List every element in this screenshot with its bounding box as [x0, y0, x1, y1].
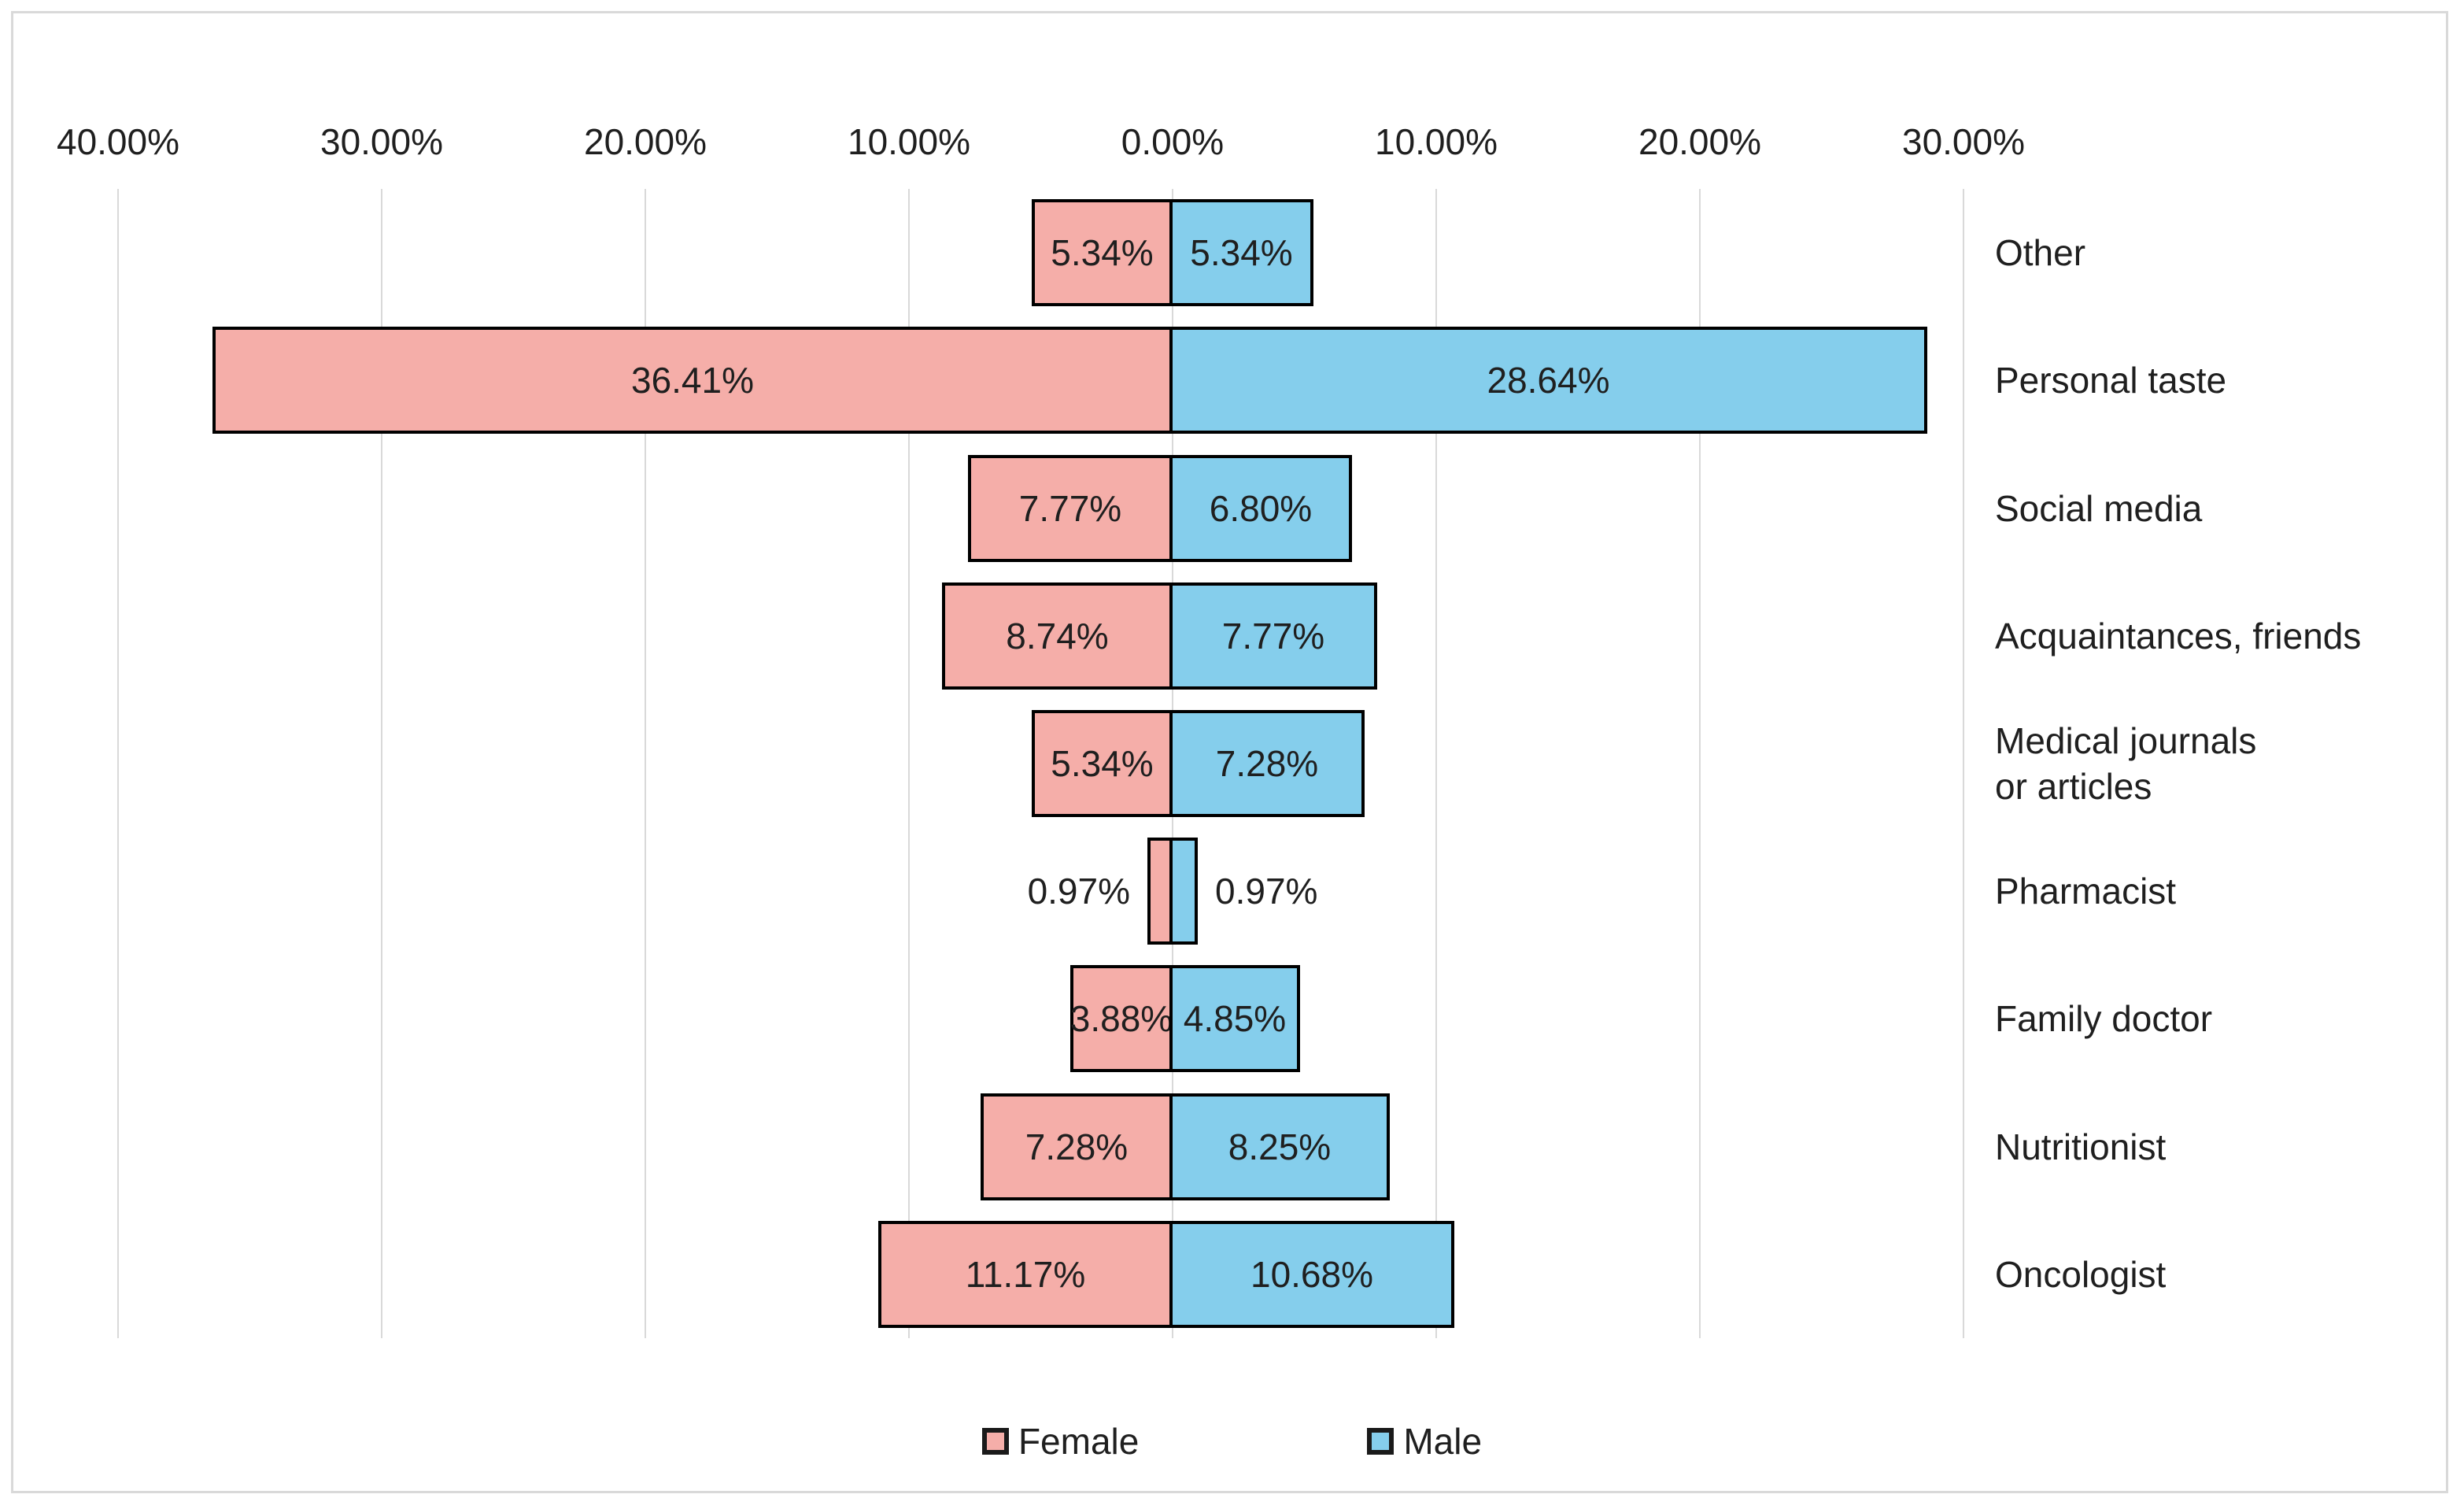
category-label: Family doctor — [1995, 996, 2451, 1041]
bar-male: 7.77% — [1169, 583, 1377, 690]
bar-label-male: 6.80% — [1209, 488, 1313, 529]
legend-label: Male — [1403, 1421, 1483, 1462]
bar-label-male: 0.97% — [1215, 871, 1318, 912]
gridline — [381, 189, 382, 1338]
legend-item-male: Male — [1367, 1423, 1482, 1459]
x-tick-label: 10.00% — [1374, 121, 1498, 162]
gridline — [908, 189, 910, 1338]
legend-swatch-male-icon — [1367, 1428, 1395, 1455]
bar-male — [1169, 838, 1198, 945]
bar-male: 8.25% — [1169, 1093, 1390, 1200]
legend-label: Female — [1018, 1421, 1140, 1462]
bar-female: 11.17% — [878, 1221, 1173, 1328]
x-tick-label: 10.00% — [847, 121, 970, 162]
bar-label-male: 28.64% — [1487, 360, 1610, 401]
bar-label-female: 7.77% — [1018, 488, 1122, 529]
x-tick-label: 20.00% — [1638, 121, 1761, 162]
bar-male: 28.64% — [1169, 327, 1927, 434]
bar-female: 7.28% — [981, 1093, 1173, 1200]
category-label-line: Family doctor — [1995, 998, 2213, 1039]
category-label-line: Medical journals — [1995, 720, 2257, 761]
x-tick-label: 20.00% — [583, 121, 707, 162]
bar-label-female: 8.74% — [1006, 616, 1109, 656]
x-tick-label: 30.00% — [1901, 121, 2025, 162]
category-label: Social media — [1995, 486, 2451, 531]
category-label: Personal taste — [1995, 357, 2451, 403]
bar-female: 5.34% — [1032, 199, 1173, 306]
category-label-line: Social media — [1995, 488, 2203, 529]
category-label-line: Acquaintances, friends — [1995, 616, 2362, 656]
bar-female: 8.74% — [942, 583, 1173, 690]
category-label: Oncologist — [1995, 1252, 2451, 1297]
gridline — [117, 189, 119, 1338]
bar-female: 36.41% — [212, 327, 1173, 434]
category-label: Pharmacist — [1995, 868, 2451, 914]
bar-label-male: 7.77% — [1221, 616, 1325, 656]
bar-label-female: 11.17% — [965, 1254, 1086, 1295]
category-label-line: Pharmacist — [1995, 871, 2177, 912]
category-label-line: or articles — [1995, 766, 2152, 807]
bar-male: 6.80% — [1169, 455, 1352, 562]
bar-female: 7.77% — [968, 455, 1173, 562]
gridline — [645, 189, 646, 1338]
gridline — [1435, 189, 1437, 1338]
category-label-line: Personal taste — [1995, 360, 2227, 401]
category-label: Nutritionist — [1995, 1124, 2451, 1170]
x-tick-label: 30.00% — [320, 121, 443, 162]
category-label-line: Oncologist — [1995, 1254, 2167, 1295]
bar-label-female: 0.97% — [1027, 871, 1130, 912]
bar-label-male: 4.85% — [1183, 998, 1287, 1039]
bar-label-female: 3.88% — [1069, 998, 1173, 1039]
bar-label-male: 10.68% — [1250, 1254, 1373, 1295]
bar-female — [1147, 838, 1173, 945]
category-label-line: Nutritionist — [1995, 1126, 2167, 1167]
x-tick-label: 40.00% — [56, 121, 179, 162]
gridline — [1699, 189, 1701, 1338]
bar-female: 5.34% — [1032, 710, 1173, 817]
legend: Female Male — [0, 1423, 2464, 1459]
bar-label-male: 8.25% — [1228, 1126, 1332, 1167]
bar-label-male: 7.28% — [1215, 743, 1319, 784]
legend-item-female: Female — [981, 1421, 1140, 1462]
x-tick-label: 0.00% — [1121, 121, 1225, 162]
category-label: Other — [1995, 230, 2451, 276]
category-label: Medical journals or articles — [1995, 718, 2451, 809]
bar-label-female: 5.34% — [1051, 232, 1154, 273]
bar-female: 3.88% — [1070, 965, 1173, 1072]
bar-label-female: 36.41% — [630, 360, 754, 401]
category-label-line: Other — [1995, 232, 2086, 273]
bar-male: 4.85% — [1169, 965, 1300, 1072]
bar-label-female: 5.34% — [1051, 743, 1154, 784]
category-label: Acquaintances, friends — [1995, 613, 2451, 659]
bar-male: 5.34% — [1169, 199, 1313, 306]
gridline — [1963, 189, 1964, 1338]
bar-male: 7.28% — [1169, 710, 1365, 817]
bar-male: 10.68% — [1169, 1221, 1454, 1328]
bar-label-female: 7.28% — [1025, 1126, 1129, 1167]
legend-swatch-female-icon — [981, 1428, 1009, 1455]
bar-label-male: 5.34% — [1190, 232, 1293, 273]
